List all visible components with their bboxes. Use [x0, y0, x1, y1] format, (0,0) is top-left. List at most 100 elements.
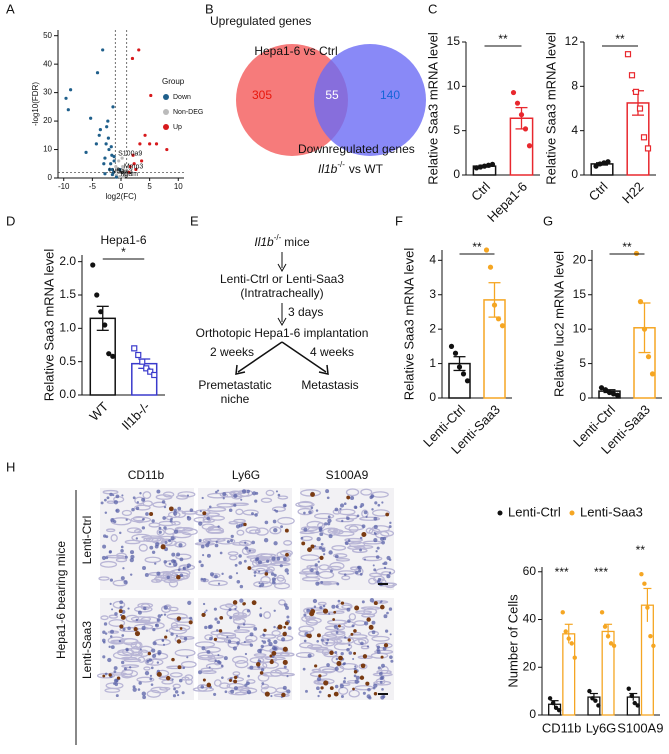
stained-cell [310, 492, 315, 497]
nucleus [149, 674, 153, 677]
data-point [491, 302, 498, 308]
tissue-fiber [142, 500, 153, 507]
stained-cell [179, 627, 183, 630]
data-point [553, 705, 559, 711]
nucleus [179, 557, 184, 562]
nucleus [373, 683, 378, 688]
y-tick-label: 5 [453, 123, 460, 137]
flow-node: niche [221, 392, 250, 406]
data-point [628, 72, 636, 79]
nucleus [142, 565, 147, 570]
tissue-fiber [341, 575, 351, 581]
nucleus [165, 629, 169, 632]
tissue-fiber [300, 526, 318, 532]
data-point [148, 142, 152, 146]
tissue-fiber [263, 611, 272, 619]
tissue-fiber [277, 495, 289, 500]
x-tick-label: 5 [147, 182, 152, 191]
nucleus [215, 490, 218, 494]
nucleus [233, 493, 238, 499]
stained-cell [310, 544, 315, 549]
nucleus [386, 611, 389, 615]
nucleus [113, 678, 119, 683]
nucleus [113, 670, 117, 674]
y-tick-label: 0 [571, 167, 578, 181]
nucleus [170, 632, 174, 636]
x-tick-label: -5 [89, 182, 97, 191]
data-point [489, 161, 496, 167]
nucleus [371, 508, 374, 511]
tissue-fiber [257, 656, 278, 663]
nucleus [258, 582, 261, 585]
stained-cell [232, 600, 238, 605]
stained-cell [271, 650, 277, 656]
nucleus [360, 641, 364, 646]
nucleus [273, 625, 276, 629]
nucleus [178, 543, 183, 548]
nucleus [346, 647, 350, 652]
nucleus [316, 536, 321, 542]
nucleus [327, 518, 332, 523]
tissue-fiber [169, 672, 183, 678]
tissue-fiber [333, 642, 353, 651]
nucleus [163, 506, 167, 509]
nucleus [270, 694, 273, 698]
data-point [147, 368, 154, 375]
tissue-fiber [339, 662, 359, 670]
data-point [556, 708, 562, 713]
tissue-fiber [318, 570, 335, 579]
tissue-fiber [207, 506, 227, 512]
stained-cell [385, 512, 390, 517]
nucleus [383, 566, 387, 570]
nucleus [151, 648, 156, 653]
stained-cell [283, 625, 287, 629]
tissue-fiber [295, 651, 315, 659]
nucleus [186, 516, 192, 521]
data-point [149, 93, 153, 98]
data-point [610, 391, 617, 397]
tissue-fiber [300, 489, 322, 497]
nucleus [326, 638, 330, 642]
tissue-fiber [321, 582, 333, 586]
significance-label: ** [622, 240, 632, 254]
nucleus [204, 625, 208, 630]
nucleus [348, 651, 353, 655]
nucleus [313, 544, 317, 548]
data-point [127, 170, 131, 174]
nucleus [286, 689, 291, 694]
data-point [107, 167, 112, 172]
nucleus [300, 536, 304, 540]
nucleus [118, 640, 121, 643]
stained-cell [329, 650, 334, 655]
stained-cell [301, 541, 306, 546]
data-point [117, 159, 121, 163]
nucleus [199, 510, 202, 513]
tissue-fiber [298, 625, 315, 633]
stained-cell [233, 675, 238, 680]
nucleus [164, 540, 168, 545]
data-point [597, 161, 603, 167]
tissue-fiber [200, 667, 214, 673]
nucleus [178, 678, 183, 683]
stained-cell [102, 674, 106, 678]
tissue [193, 489, 295, 590]
data-point [602, 624, 608, 629]
y-tick-label: 20 [43, 116, 52, 125]
nucleus [174, 529, 179, 534]
nucleus [216, 629, 219, 632]
stained-cell [116, 676, 121, 680]
nucleus [136, 501, 140, 504]
tissue-fiber [158, 520, 176, 527]
y-tick-label: 40 [43, 59, 52, 68]
y-tick-label: 40 [523, 612, 537, 626]
nucleus [379, 680, 383, 684]
nucleus [286, 675, 289, 678]
nucleus [249, 632, 254, 637]
nucleus [284, 568, 289, 573]
nucleus [257, 560, 262, 565]
data-point [560, 610, 565, 615]
stained-cell [314, 664, 318, 668]
tissue-fiber [233, 617, 246, 625]
tissue-fiber [210, 515, 225, 521]
nucleus [377, 503, 381, 507]
